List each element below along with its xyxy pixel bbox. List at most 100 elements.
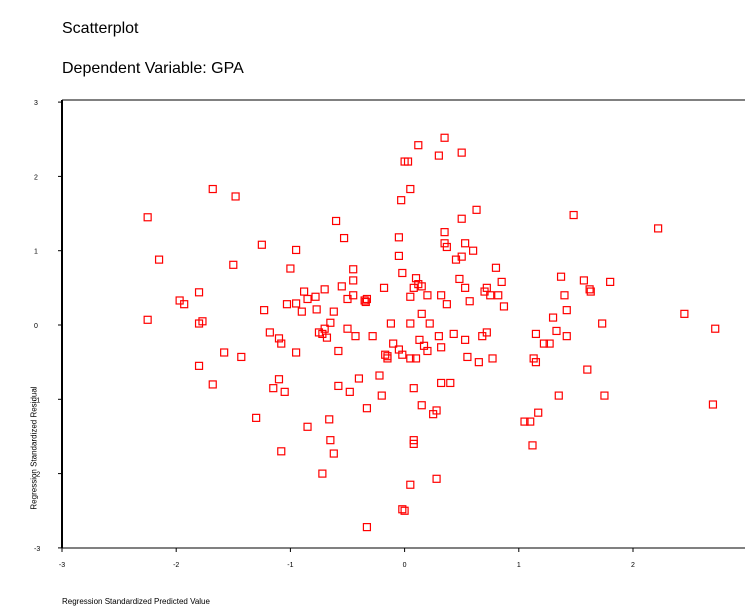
data-point: [398, 505, 407, 514]
data-point: [274, 334, 284, 343]
data-point: [231, 192, 240, 201]
data-point: [461, 239, 470, 248]
data-point: [472, 205, 481, 214]
data-point: [437, 291, 446, 300]
data-point: [389, 339, 398, 348]
data-point: [437, 378, 446, 388]
data-point: [482, 328, 491, 337]
data-point: [560, 291, 569, 300]
data-point: [409, 439, 418, 448]
x-axis: -3 -2 -1 0 1 2: [59, 548, 635, 569]
data-point: [349, 276, 358, 285]
data-point: [539, 339, 549, 348]
data-point: [491, 263, 501, 272]
y-tick-label: -3: [34, 546, 40, 553]
data-point: [300, 287, 309, 296]
x-axis-label: Regression Standardized Predicted Value: [62, 597, 210, 606]
data-point: [318, 469, 327, 478]
data-point: [465, 297, 474, 306]
data-point: [494, 291, 503, 300]
data-point: [411, 274, 421, 283]
data-point: [569, 210, 578, 220]
data-point: [274, 375, 284, 384]
data-point: [260, 306, 269, 315]
data-point: [585, 285, 594, 294]
data-point: [237, 352, 246, 362]
data-point: [497, 277, 506, 287]
data-point: [297, 307, 306, 316]
x-tick-label: 0: [403, 562, 407, 569]
y-axis-label: Regression Standardized Residual: [29, 386, 39, 510]
data-point: [208, 380, 217, 389]
data-point: [303, 294, 312, 304]
data-point: [440, 133, 449, 142]
data-point: [292, 245, 301, 255]
data-point: [257, 240, 266, 249]
data-point: [277, 339, 286, 348]
data-point: [180, 300, 189, 309]
data-point: [322, 333, 332, 342]
data-point: [600, 391, 609, 400]
data-point: [552, 326, 561, 336]
data-point: [461, 283, 470, 292]
data-point: [449, 329, 458, 339]
data-point: [531, 329, 541, 339]
data-point: [680, 309, 689, 318]
data-point: [292, 348, 301, 357]
y-tick-label: 0: [34, 323, 38, 330]
data-point: [339, 233, 349, 243]
data-point: [455, 274, 464, 284]
data-point: [303, 422, 312, 431]
data-point: [520, 417, 529, 426]
data-point: [409, 384, 418, 393]
data-point: [354, 374, 364, 383]
data-point: [349, 265, 358, 274]
data-point: [349, 291, 358, 300]
chart-subtitle: Dependent Variable: GPA: [62, 60, 244, 77]
data-point: [311, 292, 320, 301]
data-point: [461, 335, 470, 344]
data-point: [326, 436, 335, 445]
data-point: [446, 378, 455, 388]
data-point: [406, 319, 415, 328]
data-point: [562, 306, 571, 315]
data-point: [414, 141, 423, 150]
data-point: [423, 291, 432, 300]
y-tick-label: -2: [34, 472, 40, 479]
data-point: [394, 251, 403, 261]
data-point: [528, 441, 537, 450]
data-point: [269, 384, 278, 393]
data-point: [331, 216, 341, 226]
data-point: [469, 246, 478, 255]
data-point: [143, 315, 152, 324]
data-point: [654, 224, 663, 233]
data-point: [406, 354, 415, 363]
data-point: [486, 291, 495, 300]
data-point: [434, 332, 443, 341]
data-point: [334, 346, 343, 356]
data-point: [398, 268, 407, 278]
data-point: [386, 319, 395, 328]
data-point: [711, 324, 720, 333]
data-point: [343, 324, 352, 333]
data-point: [488, 354, 497, 363]
data-point: [329, 307, 338, 316]
data-point: [194, 361, 204, 370]
data-point: [292, 299, 301, 308]
data-point: [282, 300, 292, 309]
data-point: [326, 318, 335, 327]
x-tick-label: 1: [517, 562, 521, 569]
data-points: [143, 133, 720, 532]
data-point: [277, 447, 286, 456]
data-point: [598, 319, 607, 328]
data-point: [154, 255, 164, 264]
data-point: [457, 214, 466, 223]
y-tick-label: 2: [34, 174, 38, 181]
data-point: [417, 401, 426, 410]
data-point: [440, 228, 449, 237]
data-point: [286, 264, 295, 273]
data-point: [265, 328, 274, 337]
data-point: [229, 260, 238, 269]
x-tick-label: 2: [631, 562, 635, 569]
